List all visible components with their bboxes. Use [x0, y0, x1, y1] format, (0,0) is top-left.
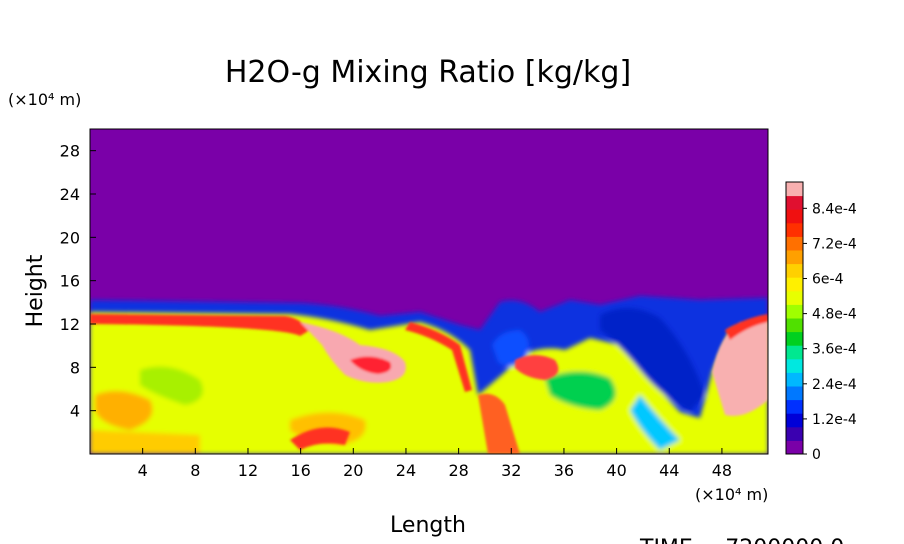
- x-axis: 4 8 12 16 20 24 28 32 36 40 44 48: [138, 448, 732, 480]
- colorbar-label: 8.4e-4: [812, 201, 857, 217]
- colorbar-swatch: [786, 331, 803, 346]
- y-tick-label: 16: [60, 272, 80, 291]
- colorbar-swatch: [786, 195, 803, 210]
- colorbar-swatch: [786, 440, 803, 455]
- colorbar-swatch: [786, 386, 803, 401]
- x-tick-label: 36: [554, 461, 574, 480]
- colorbar-label: 2.4e-4: [812, 377, 857, 393]
- y-tick-label: 28: [60, 142, 80, 161]
- colorbar-swatch: [786, 358, 803, 373]
- colorbar-swatch: [786, 209, 803, 224]
- y-tick-label: 24: [60, 185, 80, 204]
- x-tick-label: 28: [448, 461, 468, 480]
- x-tick-label: 8: [190, 461, 200, 480]
- x-unit-label: (×10⁴ m): [695, 485, 768, 504]
- colorbar-swatch: [786, 399, 803, 414]
- x-tick-label: 20: [343, 461, 363, 480]
- x-tick-label: 4: [138, 461, 148, 480]
- y-axis-label: Height: [23, 254, 48, 327]
- colorbar-label: 4.8e-4: [812, 307, 857, 323]
- x-tick-label: 40: [606, 461, 626, 480]
- colorbar-swatch: [786, 426, 803, 441]
- colorbar-swatch: [786, 413, 803, 428]
- x-tick-label: 44: [659, 461, 679, 480]
- colorbar-swatch: [786, 290, 803, 305]
- colorbar-swatch: [786, 318, 803, 333]
- y-unit-label: (×10⁴ m): [8, 90, 81, 109]
- colorbar-swatch: [786, 372, 803, 387]
- colorbar: 0 1.2e-4 2.4e-4 3.6e-4 4.8e-4 6e-4 7.2e-4 8.4e-…: [785, 181, 857, 463]
- y-axis: 4 8 12 16 20 24 28: [60, 142, 96, 421]
- heatmap-field: [90, 129, 768, 454]
- x-tick-label: 16: [290, 461, 310, 480]
- colorbar-swatch: [786, 304, 803, 319]
- colorbar-frame: [785, 181, 804, 455]
- plot-frame: [89, 128, 769, 455]
- y-tick-label: 12: [60, 315, 80, 334]
- x-tick-label: 32: [501, 461, 521, 480]
- x-axis-label: Length: [390, 513, 466, 538]
- chart-title: H2O-g Mixing Ratio [kg/kg]: [225, 55, 631, 90]
- colorbar-label: 6e-4: [812, 272, 844, 288]
- colorbar-swatch: [786, 263, 803, 278]
- y-tick-label: 4: [70, 402, 80, 421]
- colorbar-swatch: [786, 236, 803, 251]
- colorbar-label: 0: [812, 447, 821, 463]
- colorbar-label: 7.2e-4: [812, 236, 857, 252]
- x-tick-label: 12: [238, 461, 258, 480]
- colorbar-label: 1.2e-4: [812, 412, 857, 428]
- x-tick-label: 48: [712, 461, 732, 480]
- x-tick-label: 24: [396, 461, 416, 480]
- time-label: TIME = 7200000.0: [639, 536, 844, 544]
- colorbar-swatch: [786, 182, 803, 197]
- colorbar-swatch: [786, 222, 803, 237]
- colorbar-swatch: [786, 277, 803, 292]
- y-tick-label: 8: [70, 358, 80, 377]
- y-tick-label: 20: [60, 228, 80, 247]
- colorbar-swatch: [786, 345, 803, 360]
- colorbar-label: 3.6e-4: [812, 342, 857, 358]
- colorbar-swatch: [786, 250, 803, 265]
